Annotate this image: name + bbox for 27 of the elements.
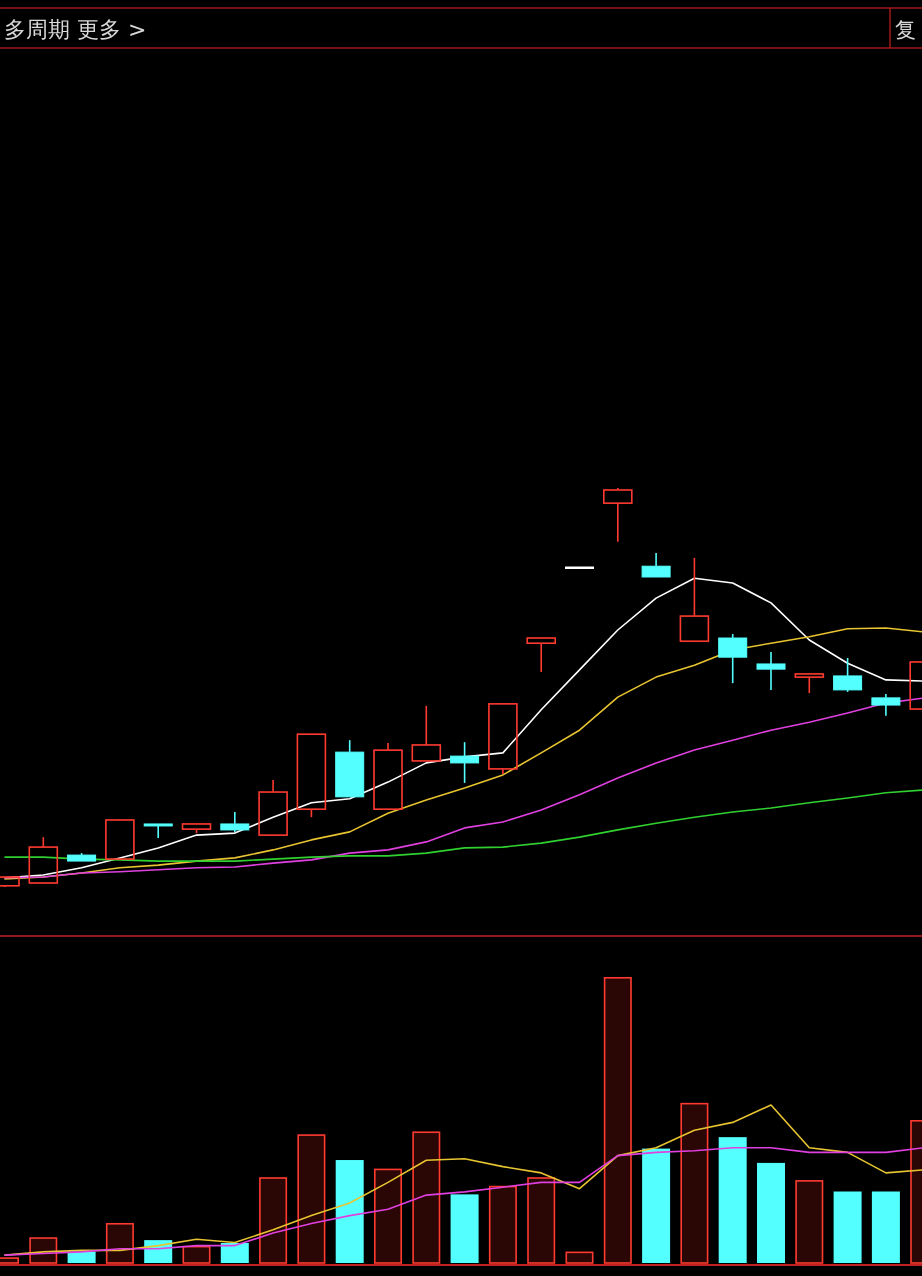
bar [182, 1245, 211, 1264]
bar [335, 1160, 364, 1263]
bar [757, 1162, 785, 1263]
candlestick [718, 633, 748, 684]
candlestick [565, 566, 594, 569]
candlestick [871, 693, 901, 717]
bar [718, 1137, 747, 1263]
bar [450, 1194, 479, 1263]
bar [488, 1185, 517, 1264]
bar [412, 1131, 441, 1264]
bar [374, 1168, 402, 1264]
bar [680, 1102, 709, 1264]
bar [603, 977, 632, 1264]
candlestick [756, 651, 786, 691]
bar [642, 1148, 671, 1263]
bar [565, 1251, 594, 1264]
bar [871, 1191, 900, 1263]
bar [795, 1180, 824, 1264]
bar [527, 1177, 556, 1264]
bar [220, 1242, 249, 1263]
bar [297, 1134, 326, 1264]
bar [833, 1191, 862, 1263]
chart-title: 多周期 更多 > [4, 17, 147, 42]
bar [259, 1177, 288, 1264]
bar [67, 1251, 96, 1263]
text: 复 [895, 18, 916, 42]
bar [105, 1222, 134, 1264]
